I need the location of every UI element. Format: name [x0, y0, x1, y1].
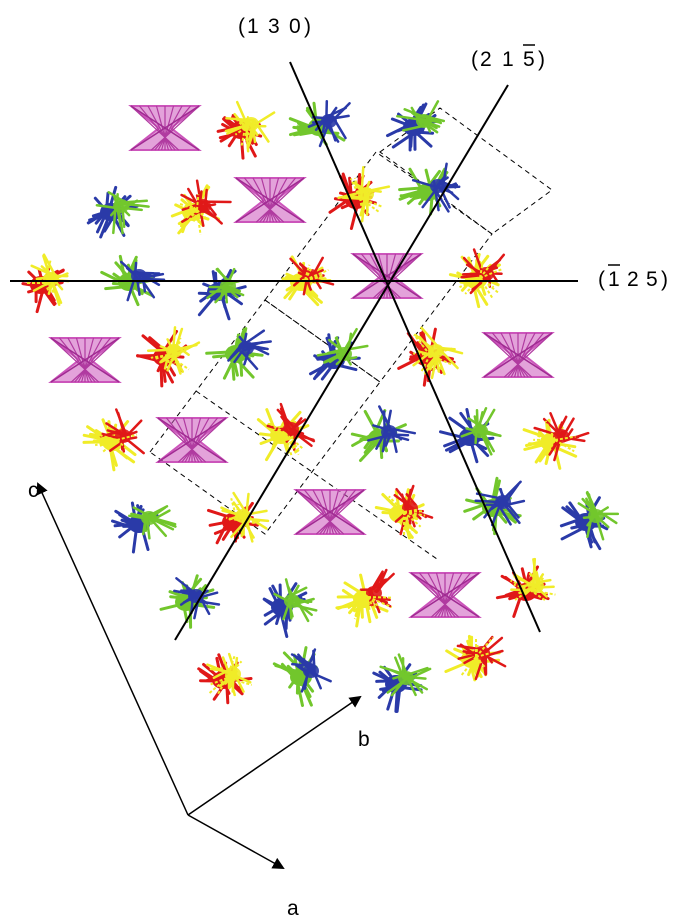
molecule-cluster-magenta [293, 489, 367, 535]
plane-line-130 [289, 61, 541, 633]
molecule-cluster-green-blue [398, 162, 461, 216]
plane-label-m125: ( 1 2 5 ) [598, 264, 668, 291]
molecule-cluster-magenta [481, 332, 555, 378]
molecule-cluster-blue-green [86, 185, 150, 239]
molecule-cluster-magenta [233, 177, 307, 223]
svg-text:(: ( [598, 268, 605, 291]
molecule-cluster-magenta [155, 417, 229, 463]
unit-cell-inner-line [195, 390, 438, 560]
p130-k: 3 [268, 15, 280, 38]
molecule-cluster-yellow-red [82, 408, 145, 472]
molecule-cluster-red-yellow [216, 100, 276, 160]
plane-line-21-5 [174, 84, 509, 641]
molecule-cluster-red-yellow [495, 557, 556, 618]
axis-a-arrow [187, 814, 285, 869]
molecule-cluster-blue-green [111, 501, 177, 554]
axis-c-arrow [36, 482, 189, 816]
svg-text:(: ( [238, 15, 245, 38]
p21m5-h: 2 [480, 48, 492, 71]
molecule-cluster-blue-green [262, 578, 318, 638]
molecule-cluster-blue-green [439, 407, 502, 464]
axis-b-arrow [187, 695, 362, 816]
pm125-k: 2 [627, 268, 639, 291]
molecule-cluster-blue-green [309, 327, 369, 381]
pm125-h: 1 [608, 268, 620, 291]
molecule-cluster-yellow-red [444, 634, 507, 682]
molecule-cluster-yellow-red [522, 412, 590, 470]
svg-text:(: ( [471, 48, 478, 71]
molecule-cluster-magenta [408, 572, 482, 618]
molecule-cluster-green-blue [350, 405, 417, 462]
molecule-cluster-blue-green [197, 267, 247, 321]
molecule-cluster-magenta [128, 105, 202, 151]
axis-c-label: c [28, 479, 39, 502]
plane-lines [10, 61, 578, 641]
molecule-cluster-yellow-red [335, 568, 395, 628]
svg-text:): ) [661, 268, 668, 291]
molecule-cluster-red-yellow [21, 253, 70, 314]
molecule-cluster-red-yellow [397, 326, 464, 387]
molecule-cluster-blue-green [386, 100, 446, 152]
p130-l: 0 [289, 15, 301, 38]
molecule-cluster-green-blue [205, 327, 272, 381]
svg-text:): ) [304, 15, 311, 38]
plane-label-21-5: ( 2 1 5 ) [471, 44, 545, 71]
pm125-l: 5 [646, 268, 658, 291]
molecule-cluster-yellow-red [256, 402, 316, 462]
molecule-cluster-magenta [48, 337, 122, 383]
molecule-cluster-blue-green [559, 490, 620, 551]
axis-b-label: b [358, 728, 370, 751]
molecule-cluster-green-blue [159, 574, 221, 629]
molecule-cluster-green-blue [463, 476, 526, 536]
svg-text:): ) [538, 48, 545, 71]
p21m5-l: 5 [523, 48, 535, 71]
plane-label-130: ( 1 3 0 ) [238, 15, 311, 38]
molecule-cluster-yellow-red [170, 179, 232, 236]
molecule-cluster-green-blue [288, 99, 351, 148]
molecule-cluster-magenta [350, 253, 424, 299]
p130-h: 1 [247, 15, 259, 38]
molecule-cluster-yellow-red [374, 484, 434, 540]
molecule-cluster-red-yellow [328, 165, 391, 230]
molecule-clusters [21, 99, 620, 713]
molecule-cluster-red-yellow [197, 652, 253, 705]
molecule-cluster-blue-green [372, 653, 432, 713]
axis-a-label: a [287, 897, 299, 920]
molecule-cluster-green-blue [272, 646, 332, 707]
molecule-cluster-red-yellow [136, 326, 201, 388]
crystal-axes [36, 482, 362, 869]
p21m5-k: 1 [502, 48, 514, 71]
